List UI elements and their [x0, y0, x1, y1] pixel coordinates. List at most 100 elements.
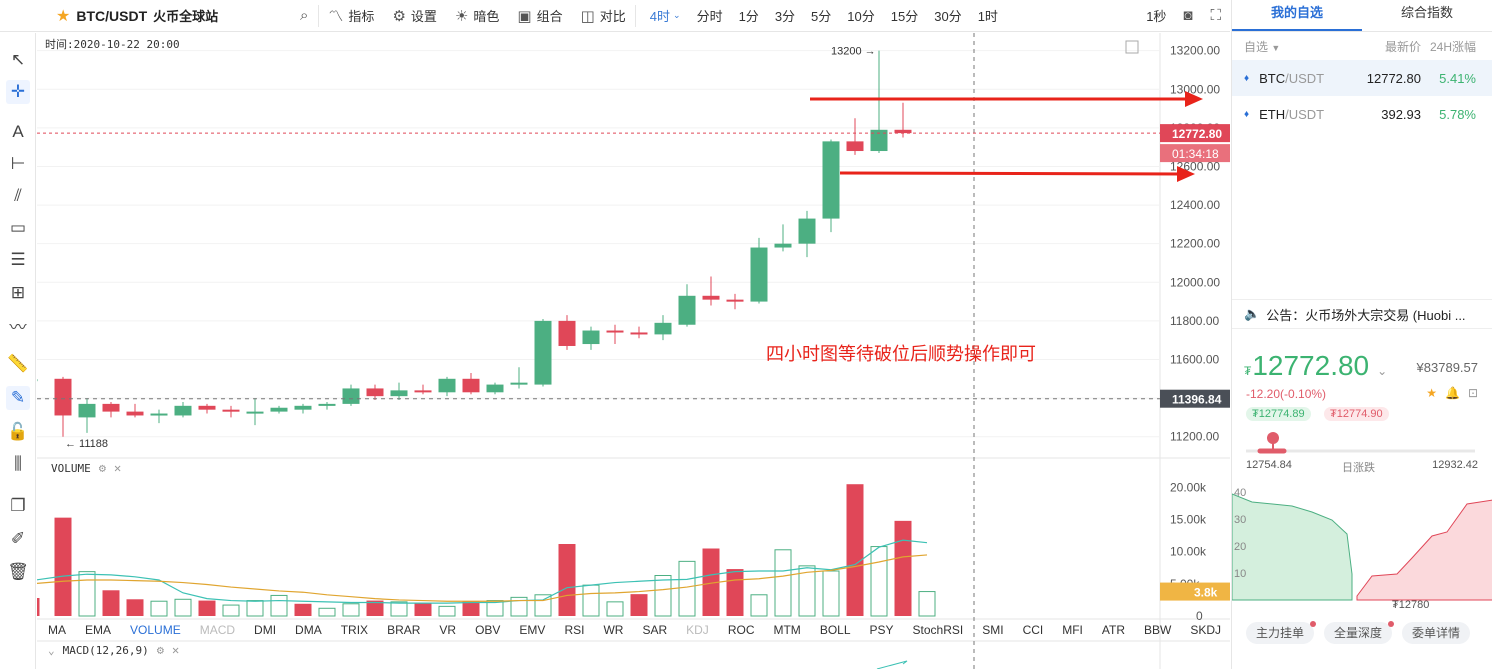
- candle-body[interactable]: [294, 405, 312, 410]
- volume-bar[interactable]: [198, 600, 216, 616]
- volume-bar[interactable]: [606, 601, 624, 617]
- tab-watchlist[interactable]: 我的自选: [1232, 0, 1362, 31]
- favorite-star-icon[interactable]: ★: [56, 7, 71, 25]
- volume-bar[interactable]: [438, 605, 456, 617]
- announcement-bar[interactable]: 🔈 公告：火币场外大宗交易 (Huobi ...: [1232, 299, 1492, 329]
- indicator-option[interactable]: ROC: [727, 623, 755, 637]
- volume-bar[interactable]: [846, 484, 864, 616]
- search-button[interactable]: ⌕: [290, 0, 318, 32]
- indicator-option[interactable]: PSY: [869, 623, 894, 637]
- candle-body[interactable]: [390, 390, 408, 397]
- volume-bar[interactable]: [918, 591, 936, 617]
- candle-body[interactable]: [630, 332, 648, 335]
- parallel-lines-icon[interactable]: ☰: [10, 250, 26, 269]
- period-option[interactable]: 分时: [696, 9, 723, 24]
- candle-body[interactable]: [870, 129, 888, 152]
- indicator-option[interactable]: TRIX: [340, 623, 369, 637]
- star-icon[interactable]: ★: [1426, 386, 1437, 400]
- candle-body[interactable]: [678, 295, 696, 325]
- volume-bar[interactable]: [270, 594, 288, 617]
- close-icon[interactable]: ✕: [171, 643, 180, 657]
- volume-bar[interactable]: [462, 601, 480, 616]
- tab-index[interactable]: 综合指数: [1400, 5, 1453, 20]
- order-details-button[interactable]: 委单详情: [1402, 622, 1471, 644]
- period-option[interactable]: 1分: [738, 9, 759, 24]
- candle-body[interactable]: [846, 141, 864, 152]
- candle-body[interactable]: [318, 403, 336, 406]
- compare-button[interactable]: ◫ 对比: [572, 0, 635, 32]
- settings-button[interactable]: ⚙ 设置: [383, 0, 445, 32]
- horizontal-line-icon[interactable]: ⊢: [10, 154, 26, 173]
- candle-body[interactable]: [222, 409, 240, 412]
- text-tool-icon[interactable]: A: [12, 122, 24, 141]
- kline-chart[interactable]: 13200.0013000.0012800.0012600.0012400.00…: [37, 33, 1410, 669]
- refresh-interval[interactable]: 1秒: [1146, 9, 1167, 24]
- trash-icon[interactable]: 🗑: [7, 562, 29, 581]
- indicator-option[interactable]: CCI: [1022, 623, 1044, 637]
- period-option[interactable]: 10分: [847, 9, 875, 24]
- rectangle-icon[interactable]: ▭: [9, 218, 27, 237]
- candle-body[interactable]: [270, 407, 288, 412]
- candle-body[interactable]: [246, 411, 264, 414]
- volume-bar[interactable]: [870, 546, 888, 617]
- candle-body[interactable]: [54, 378, 72, 416]
- main-orders-button[interactable]: 主力挂单: [1246, 621, 1317, 644]
- magnet-icon[interactable]: ⫼: [14, 454, 22, 473]
- volume-bar[interactable]: [750, 594, 768, 617]
- period-option[interactable]: 30分: [934, 9, 962, 24]
- period-option[interactable]: 3分: [774, 9, 796, 24]
- candle-body[interactable]: [798, 218, 816, 244]
- volume-bar[interactable]: [294, 603, 312, 616]
- candle-body[interactable]: [414, 390, 432, 393]
- volume-bar[interactable]: [390, 601, 408, 617]
- candle-body[interactable]: [438, 378, 456, 393]
- volume-bar[interactable]: [150, 600, 168, 617]
- candle-body[interactable]: [894, 129, 912, 134]
- chart-canvas[interactable]: 13200.0013000.0012800.0012600.0012400.00…: [37, 33, 1230, 669]
- cursor-arrow-icon[interactable]: ↖: [10, 50, 26, 69]
- volume-bar[interactable]: [37, 598, 40, 616]
- candle-body[interactable]: [582, 330, 600, 345]
- indicator-option[interactable]: BBW: [1144, 623, 1172, 637]
- volume-bar[interactable]: [318, 607, 336, 617]
- indicator-option[interactable]: VR: [439, 623, 457, 637]
- candle-body[interactable]: [102, 403, 120, 412]
- watchlist-row[interactable]: ♦ BTC/USDT 12772.80 5.41%: [1232, 60, 1492, 96]
- copy-icon[interactable]: ❐: [10, 496, 26, 515]
- indicator-option[interactable]: DMA: [295, 623, 322, 637]
- candle-body[interactable]: [126, 411, 144, 416]
- lock-icon[interactable]: 🔓: [7, 422, 29, 441]
- indicator-option[interactable]: BOLL: [819, 623, 851, 637]
- candle-body[interactable]: [534, 320, 552, 385]
- period-selector[interactable]: 4时 ⌄: [642, 0, 689, 32]
- period-option[interactable]: 1时: [977, 9, 998, 24]
- volume-bar[interactable]: [822, 570, 840, 617]
- watchlist-row[interactable]: ♦ ETH/USDT 392.93 5.78%: [1232, 96, 1492, 132]
- volume-bar[interactable]: [678, 560, 696, 617]
- candle-body[interactable]: [198, 405, 216, 410]
- volume-bar[interactable]: [654, 575, 672, 617]
- candle-body[interactable]: [558, 320, 576, 346]
- fibonacci-grid-icon[interactable]: ⊞: [10, 283, 26, 302]
- candle-body[interactable]: [150, 413, 168, 416]
- edit-list-icon[interactable]: ✐: [10, 529, 26, 548]
- indicator-option[interactable]: EMA: [85, 623, 112, 637]
- indicator-option[interactable]: OBV: [475, 623, 501, 637]
- indicator-option[interactable]: EMV: [519, 623, 546, 637]
- candle-body[interactable]: [366, 388, 384, 397]
- depth-chart[interactable]: 40 30 20 10: [1232, 484, 1492, 614]
- indicator-option[interactable]: MACD: [199, 623, 236, 637]
- volume-bar[interactable]: [582, 584, 600, 617]
- candle-body[interactable]: [726, 299, 744, 302]
- volume-bar[interactable]: [246, 600, 264, 617]
- info-icon[interactable]: ⊡: [1467, 386, 1478, 400]
- indicator-option[interactable]: SKDJ: [1190, 623, 1222, 637]
- screenshot-button[interactable]: ◙: [1174, 0, 1201, 32]
- period-option[interactable]: 15分: [890, 9, 919, 24]
- candle-body[interactable]: [37, 379, 38, 382]
- candle-body[interactable]: [462, 378, 480, 393]
- volume-bar[interactable]: [366, 600, 384, 616]
- close-icon[interactable]: ✕: [113, 461, 122, 475]
- volume-bar[interactable]: [702, 548, 720, 617]
- candle-body[interactable]: [78, 403, 96, 418]
